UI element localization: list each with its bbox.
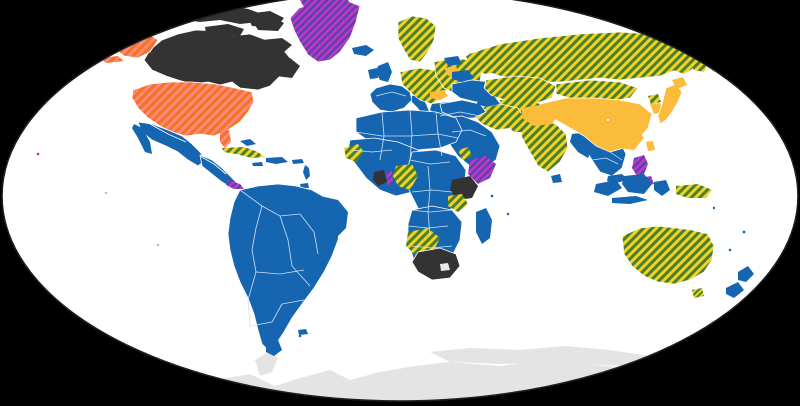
region-mongolia[interactable] bbox=[556, 80, 638, 102]
region-brazil-bulge[interactable] bbox=[320, 196, 348, 238]
region-puerto-rico[interactable] bbox=[292, 159, 304, 164]
region-sri-lanka[interactable] bbox=[551, 174, 562, 183]
region-kazakhstan[interactable] bbox=[484, 76, 556, 104]
region-lesotho[interactable] bbox=[440, 263, 450, 271]
region-taiwan[interactable] bbox=[646, 141, 655, 151]
region-senegal-gambia[interactable] bbox=[344, 144, 364, 162]
region-canada-island-a[interactable] bbox=[205, 24, 244, 37]
region-jamaica[interactable] bbox=[252, 162, 263, 166]
region-antarctica-peninsula bbox=[255, 352, 278, 376]
region-tasmania[interactable] bbox=[692, 288, 704, 298]
region-somalia[interactable] bbox=[468, 156, 496, 184]
region-togo-benin[interactable] bbox=[386, 171, 393, 185]
region-canada-baffin[interactable] bbox=[246, 11, 284, 28]
region-indonesia-borneo[interactable] bbox=[622, 174, 652, 194]
region-panama[interactable] bbox=[226, 180, 244, 189]
region-japan-hokkaido[interactable] bbox=[672, 77, 687, 89]
region-australia[interactable] bbox=[622, 226, 714, 284]
region-antarctica-shelf bbox=[430, 346, 650, 366]
region-south-america[interactable] bbox=[228, 184, 340, 350]
region-canada-island-c[interactable] bbox=[262, 38, 292, 52]
region-hispaniola[interactable] bbox=[266, 157, 288, 164]
region-south-africa[interactable] bbox=[412, 248, 460, 280]
region-nigeria-cameroon[interactable] bbox=[393, 164, 418, 190]
region-namibia-botswana[interactable] bbox=[406, 228, 440, 256]
region-japan[interactable] bbox=[658, 84, 682, 124]
region-belarus[interactable] bbox=[452, 70, 474, 82]
region-russia-west[interactable] bbox=[466, 48, 510, 74]
north-america-internal-borders bbox=[149, 123, 227, 175]
region-ghana[interactable] bbox=[373, 170, 387, 186]
region-madagascar[interactable] bbox=[476, 208, 492, 244]
region-indonesia-sulawesi[interactable] bbox=[654, 180, 670, 196]
region-united-states[interactable] bbox=[132, 82, 254, 136]
region-indonesia-java[interactable] bbox=[612, 196, 648, 204]
region-canada-labrador[interactable] bbox=[272, 58, 300, 78]
region-chile-tip[interactable] bbox=[266, 340, 282, 356]
region-united-kingdom[interactable] bbox=[376, 62, 392, 82]
region-baltic-states[interactable] bbox=[444, 56, 462, 66]
region-greenland-north[interactable] bbox=[300, 0, 352, 9]
region-united-states-florida[interactable] bbox=[220, 130, 231, 148]
region-china-west[interactable] bbox=[522, 104, 560, 126]
region-western-europe[interactable] bbox=[370, 84, 412, 112]
region-indonesia-sumatra[interactable] bbox=[594, 180, 622, 196]
region-hungary[interactable] bbox=[430, 90, 448, 100]
region-philippines[interactable] bbox=[632, 155, 648, 176]
region-tanzania[interactable] bbox=[448, 194, 468, 212]
eurasia-internal-borders bbox=[375, 91, 623, 165]
africa-internal-borders bbox=[351, 109, 459, 249]
region-northern-europe[interactable] bbox=[398, 16, 436, 62]
small-islands bbox=[36, 118, 746, 338]
region-china-southeast[interactable] bbox=[610, 128, 644, 150]
region-cuba[interactable] bbox=[222, 147, 264, 158]
region-kenya[interactable] bbox=[450, 176, 478, 200]
region-falklands[interactable] bbox=[298, 329, 308, 335]
region-trinidad[interactable] bbox=[300, 183, 309, 188]
region-caucasus[interactable] bbox=[477, 96, 500, 107]
region-new-zealand-south[interactable] bbox=[726, 282, 744, 298]
region-papua-new-guinea[interactable] bbox=[676, 184, 712, 198]
region-north-korea[interactable] bbox=[648, 94, 661, 104]
region-iceland[interactable] bbox=[352, 45, 374, 56]
region-lesser-antilles[interactable] bbox=[303, 165, 310, 180]
region-baja-california[interactable] bbox=[132, 124, 152, 154]
region-eritrea[interactable] bbox=[458, 147, 472, 160]
region-ireland[interactable] bbox=[368, 68, 378, 79]
south-america-internal-borders bbox=[239, 189, 319, 327]
region-bahamas[interactable] bbox=[240, 139, 256, 146]
region-new-zealand[interactable] bbox=[738, 266, 754, 282]
